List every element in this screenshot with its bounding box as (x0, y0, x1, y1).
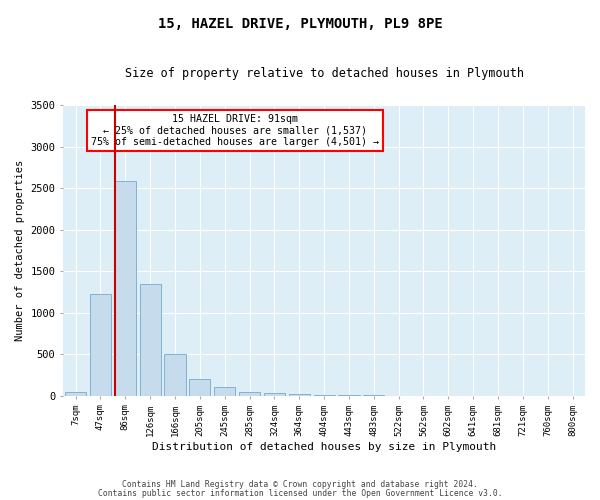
Bar (189, 379, 211, 396)
Y-axis label: Number of detached properties: Number of detached properties (15, 160, 25, 341)
Text: Contains HM Land Registry data © Crown copyright and database right 2024.: Contains HM Land Registry data © Crown c… (122, 480, 478, 489)
Bar (239, 392, 260, 396)
Bar (314, 395, 335, 396)
X-axis label: Distribution of detached houses by size in Plymouth: Distribution of detached houses by size … (152, 442, 496, 452)
Bar (140, 284, 161, 396)
Bar (90, 294, 111, 396)
Bar (289, 394, 310, 396)
Title: Size of property relative to detached houses in Plymouth: Size of property relative to detached ho… (125, 68, 524, 80)
Bar (164, 354, 185, 396)
Bar (264, 393, 285, 396)
Text: 15, HAZEL DRIVE, PLYMOUTH, PL9 8PE: 15, HAZEL DRIVE, PLYMOUTH, PL9 8PE (158, 18, 442, 32)
Bar (65, 392, 86, 396)
Text: Contains public sector information licensed under the Open Government Licence v3: Contains public sector information licen… (98, 489, 502, 498)
Text: 15 HAZEL DRIVE: 91sqm
← 25% of detached houses are smaller (1,537)
75% of semi-d: 15 HAZEL DRIVE: 91sqm ← 25% of detached … (91, 114, 379, 147)
Bar (115, 181, 136, 396)
Bar (214, 386, 235, 396)
